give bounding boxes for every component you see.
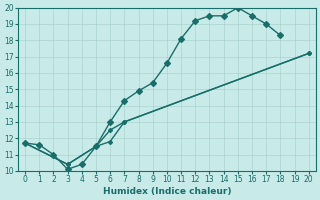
- X-axis label: Humidex (Indice chaleur): Humidex (Indice chaleur): [103, 187, 231, 196]
